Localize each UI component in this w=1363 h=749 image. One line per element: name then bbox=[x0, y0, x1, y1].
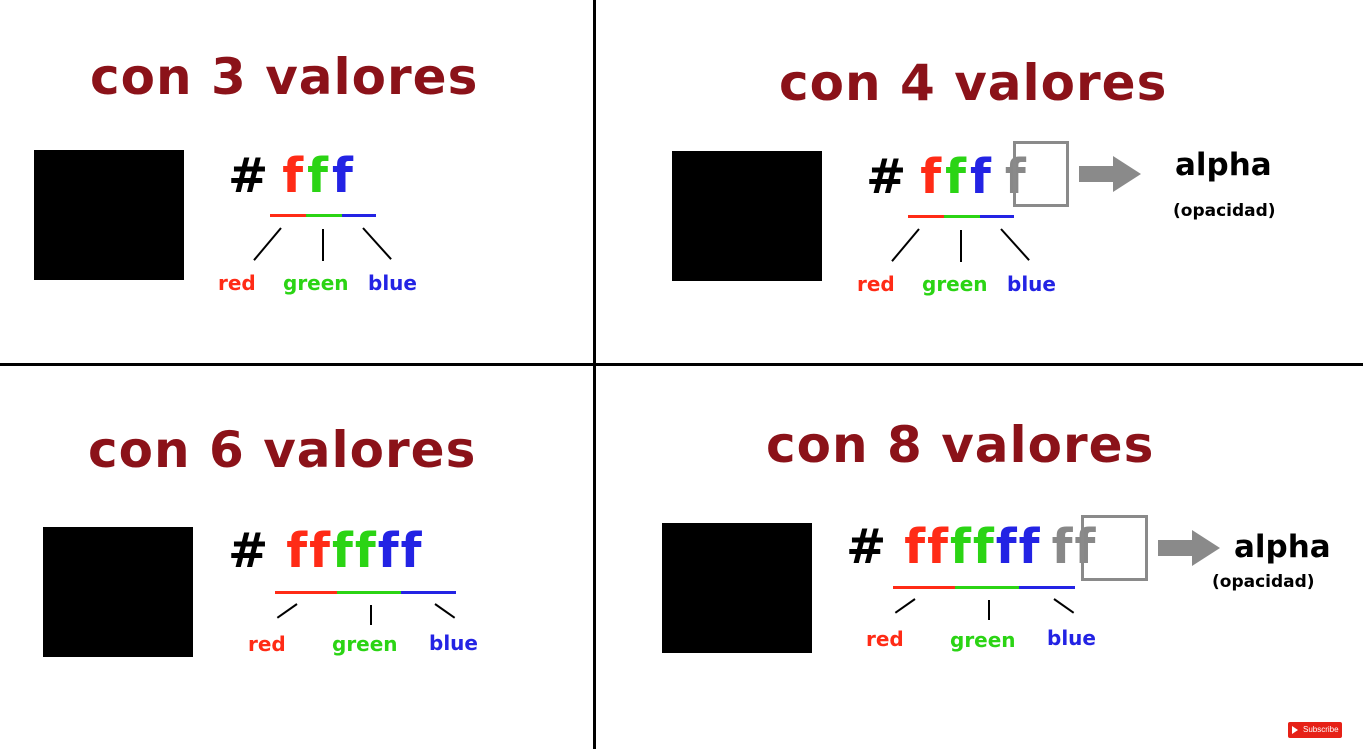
red-pointer-line bbox=[276, 603, 298, 619]
red-underline bbox=[908, 215, 944, 218]
blue-digit: f bbox=[1018, 519, 1040, 575]
hash-symbol: # bbox=[846, 519, 887, 575]
green-label: green bbox=[922, 272, 988, 296]
red-pointer-line bbox=[253, 227, 282, 261]
alpha-label: alpha bbox=[1234, 529, 1331, 565]
blue-label: blue bbox=[429, 631, 478, 655]
red-digit: f bbox=[920, 149, 942, 205]
green-pointer-line bbox=[960, 230, 962, 262]
panel-4-hex-code: # ffffff ff bbox=[846, 523, 1095, 571]
red-digit: f bbox=[309, 523, 330, 579]
green-pointer-line bbox=[370, 605, 372, 625]
green-label: green bbox=[332, 632, 398, 656]
green-underline bbox=[306, 214, 342, 217]
green-digit: f bbox=[307, 148, 328, 204]
panel-3-hex-code: # ffffff bbox=[228, 527, 422, 575]
right-arrow-icon bbox=[1079, 156, 1141, 192]
alpha-highlight-box bbox=[1013, 141, 1069, 207]
green-label: green bbox=[950, 628, 1016, 652]
green-underline bbox=[955, 586, 1019, 589]
red-label: red bbox=[857, 272, 895, 296]
blue-underline bbox=[342, 214, 376, 217]
blue-digit: f bbox=[377, 523, 399, 579]
panel-4-color-swatch bbox=[662, 523, 812, 653]
alpha-digit: f bbox=[1074, 519, 1096, 575]
blue-label: blue bbox=[368, 271, 417, 295]
red-label: red bbox=[218, 271, 256, 295]
horizontal-divider bbox=[0, 363, 1363, 366]
blue-pointer-line bbox=[362, 227, 392, 260]
alpha-label: alpha bbox=[1175, 147, 1272, 183]
red-label: red bbox=[866, 627, 904, 651]
red-underline bbox=[275, 591, 337, 594]
panel-3-title: con 6 valores bbox=[88, 421, 477, 479]
green-underline bbox=[337, 591, 401, 594]
blue-digit: f bbox=[995, 519, 1017, 575]
panel-2-color-swatch bbox=[672, 151, 822, 281]
opacity-note: (opacidad) bbox=[1212, 572, 1315, 592]
blue-digit: f bbox=[332, 148, 353, 204]
hash-symbol: # bbox=[228, 523, 269, 579]
red-underline bbox=[270, 214, 306, 217]
green-digit: f bbox=[332, 523, 353, 579]
green-label: green bbox=[283, 271, 349, 295]
red-underline bbox=[893, 586, 955, 589]
alpha-digit: f bbox=[1051, 519, 1073, 575]
blue-digit: f bbox=[400, 523, 422, 579]
panel-4-title: con 8 valores bbox=[766, 416, 1155, 474]
red-pointer-line bbox=[891, 228, 920, 262]
red-digit: f bbox=[282, 148, 304, 204]
blue-underline bbox=[1019, 586, 1075, 589]
blue-pointer-line bbox=[434, 603, 456, 619]
blue-underline bbox=[401, 591, 456, 594]
blue-pointer-line bbox=[1053, 598, 1075, 614]
panel-1-title: con 3 valores bbox=[90, 48, 479, 106]
panel-2-hex-code: # fff f bbox=[866, 153, 1026, 201]
alpha-highlight-box bbox=[1081, 515, 1148, 581]
blue-digit: f bbox=[970, 149, 991, 205]
right-arrow-icon bbox=[1158, 530, 1220, 566]
youtube-play-icon bbox=[1292, 726, 1298, 734]
blue-underline bbox=[980, 215, 1014, 218]
green-pointer-line bbox=[988, 600, 990, 620]
opacity-note: (opacidad) bbox=[1173, 201, 1276, 221]
green-digit: f bbox=[972, 519, 994, 575]
panel-1-color-swatch bbox=[34, 150, 184, 280]
vertical-divider bbox=[593, 0, 596, 749]
blue-label: blue bbox=[1007, 272, 1056, 296]
red-pointer-line bbox=[894, 598, 916, 614]
green-digit: f bbox=[945, 149, 966, 205]
subscribe-button[interactable]: Subscribe bbox=[1288, 722, 1342, 738]
red-digit: f bbox=[904, 519, 926, 575]
green-pointer-line bbox=[322, 229, 324, 261]
panel-3-color-swatch bbox=[43, 527, 193, 657]
subscribe-label: Subscribe bbox=[1303, 725, 1339, 734]
blue-pointer-line bbox=[1000, 228, 1030, 261]
green-digit: f bbox=[950, 519, 971, 575]
panel-2-title: con 4 valores bbox=[779, 54, 1168, 112]
red-digit: f bbox=[927, 519, 948, 575]
red-label: red bbox=[248, 632, 286, 656]
hash-symbol: # bbox=[228, 148, 269, 204]
panel-1-hex-code: # fff bbox=[228, 152, 353, 200]
green-underline bbox=[944, 215, 980, 218]
red-digit: f bbox=[286, 523, 308, 579]
green-digit: f bbox=[354, 523, 376, 579]
hash-symbol: # bbox=[866, 149, 907, 205]
blue-label: blue bbox=[1047, 626, 1096, 650]
